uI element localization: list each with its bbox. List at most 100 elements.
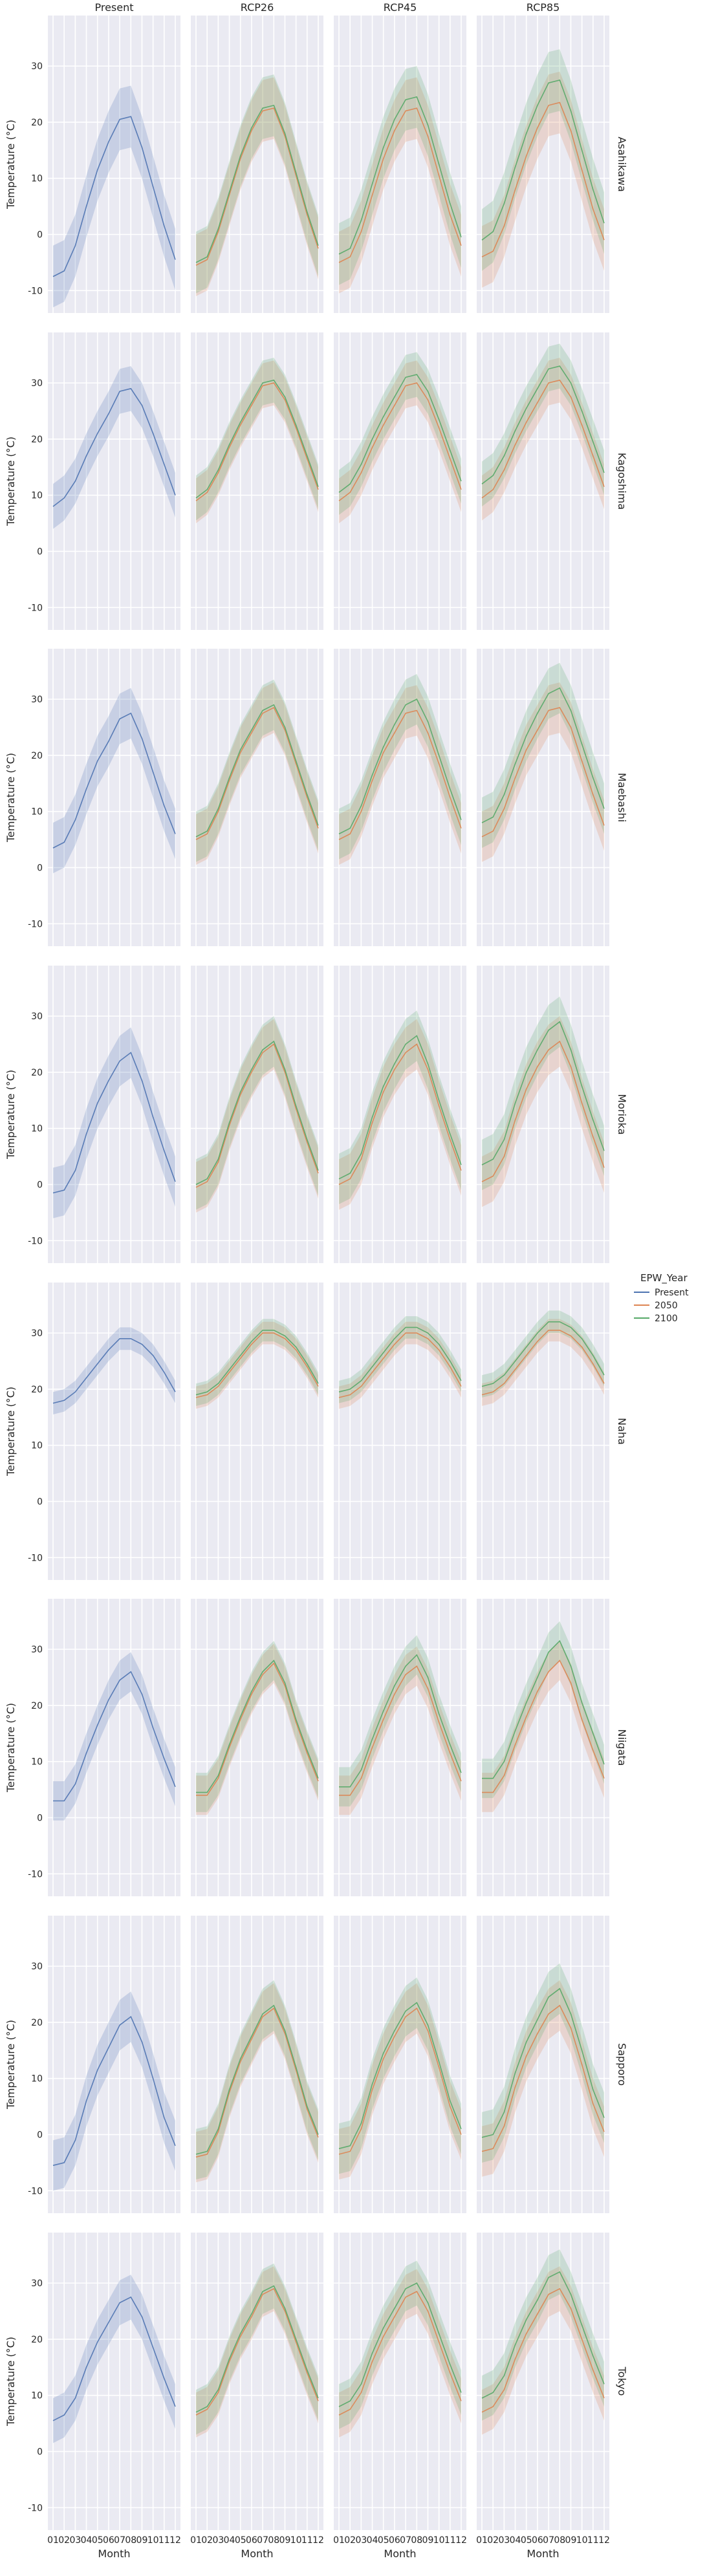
x-tick-label: 06 — [532, 2535, 543, 2546]
series-line-2050 — [195, 2007, 319, 2158]
x-tick-label: 09 — [565, 2535, 577, 2546]
panel-background — [477, 649, 609, 946]
band-2050 — [339, 1321, 461, 1409]
series-line-2050 — [481, 2288, 605, 2413]
series-line-2100 — [482, 1640, 605, 1779]
panel-background — [477, 1916, 609, 2213]
column-title: RCP26 — [241, 1, 274, 14]
x-axis-label: Month — [384, 2548, 416, 2560]
x-tick-label: 03 — [212, 2535, 224, 2546]
x-tick-label: 01 — [190, 2535, 202, 2546]
series-line-2100 — [481, 1987, 605, 2138]
panel-background — [48, 1916, 180, 2213]
y-tick-label: 20 — [31, 1068, 43, 1078]
series-line-2100 — [339, 1654, 462, 1788]
panel-kagoshima-present — [48, 332, 180, 630]
series-line-2100 — [195, 1330, 319, 1396]
series-line-2100 — [196, 1660, 319, 1793]
series-line-Present — [53, 1671, 176, 1802]
x-tick-label: 08 — [411, 2535, 422, 2546]
panel-tokyo-rcp85 — [477, 2233, 609, 2530]
panel-sapporo-rcp26 — [191, 1916, 323, 2213]
x-tick-label: 03 — [498, 2535, 510, 2546]
panel-asahikawa-rcp85 — [477, 16, 609, 313]
panel-background — [191, 649, 323, 946]
x-tick-label: 05 — [521, 2535, 532, 2546]
x-tick-label: 12 — [312, 2535, 324, 2546]
x-tick-label: 06 — [389, 2535, 400, 2546]
panel-naha-rcp85 — [477, 1283, 609, 1580]
panel-tokyo-rcp45 — [334, 2233, 466, 2530]
panel-niigata-rcp85 — [477, 1599, 609, 1896]
band-2100 — [196, 1016, 318, 1210]
series-line-2050 — [481, 102, 605, 257]
x-tick-label: 07 — [400, 2535, 411, 2546]
y-tick-label: -10 — [28, 1553, 43, 1563]
y-tick-label: 10 — [31, 807, 43, 817]
band-2050 — [196, 1643, 318, 1815]
series-line-2100 — [195, 2285, 319, 2413]
x-axis-label: Month — [98, 2548, 130, 2560]
panel-background — [334, 1916, 466, 2213]
series-line-2050 — [338, 2007, 462, 2155]
band-2050 — [196, 2266, 318, 2438]
panel-maebashi-present — [48, 649, 180, 946]
band-2100 — [482, 49, 604, 271]
x-axis-label: Month — [527, 2548, 559, 2560]
y-axis-label: Temperature (°C) — [5, 1387, 17, 1477]
x-tick-label: 04 — [510, 2535, 521, 2546]
x-tick-label: 02 — [201, 2535, 213, 2546]
series-line-2050 — [338, 107, 462, 263]
x-tick-label: 10 — [433, 2535, 445, 2546]
x-tick-label: 08 — [268, 2535, 279, 2546]
row-title: Morioka — [616, 1094, 628, 1134]
panel-background — [191, 1283, 323, 1580]
y-tick-label: 0 — [37, 2447, 43, 2457]
panel-maebashi-rcp26 — [191, 649, 323, 946]
band-2100 — [339, 674, 461, 860]
y-tick-label: 10 — [31, 1124, 43, 1134]
panel-background — [191, 16, 323, 313]
row-title: Maebashi — [616, 773, 628, 822]
band-2050 — [482, 358, 604, 521]
panel-niigata-rcp26 — [191, 1599, 323, 1896]
band-2050 — [482, 2266, 604, 2435]
band-2100 — [339, 352, 461, 515]
band-2050 — [196, 682, 318, 865]
series-line-2050 — [196, 1662, 319, 1796]
band-2050 — [339, 77, 461, 294]
panel-background — [477, 332, 609, 630]
y-axis-label: Temperature (°C) — [5, 437, 17, 526]
band-2050 — [196, 1983, 318, 2183]
x-tick-label: 01 — [47, 2535, 59, 2546]
x-tick-label: 06 — [103, 2535, 114, 2546]
band-2100 — [196, 1980, 318, 2180]
panel-kagoshima-rcp26 — [191, 332, 323, 630]
band-2100 — [339, 1635, 461, 1807]
series-line-Present — [52, 2015, 176, 2166]
series-line-2050 — [195, 707, 319, 840]
y-tick-label: -10 — [28, 286, 43, 296]
y-tick-label: 0 — [37, 1813, 43, 1823]
x-tick-label: 11 — [301, 2535, 313, 2546]
x-tick-label: 01 — [476, 2535, 488, 2546]
panel-background — [477, 16, 609, 313]
band-2050 — [339, 1019, 461, 1210]
y-axis-label: Temperature (°C) — [5, 1070, 17, 1160]
y-tick-label: 10 — [31, 1757, 43, 1768]
x-tick-label: 10 — [147, 2535, 159, 2546]
x-tick-label: 11 — [444, 2535, 456, 2546]
panel-background — [477, 1283, 609, 1580]
band-2100 — [482, 1310, 604, 1398]
row-title: Naha — [616, 1418, 628, 1445]
y-tick-label: 30 — [31, 1328, 43, 1339]
band-2100 — [482, 2249, 604, 2421]
y-tick-label: 10 — [31, 491, 43, 501]
y-tick-label: 20 — [31, 435, 43, 445]
panel-background — [48, 2233, 180, 2530]
y-axis-label: Temperature (°C) — [5, 1703, 17, 1793]
band-2050 — [482, 1319, 604, 1406]
band-2100 — [196, 358, 318, 521]
series-line-2100 — [338, 2002, 462, 2149]
